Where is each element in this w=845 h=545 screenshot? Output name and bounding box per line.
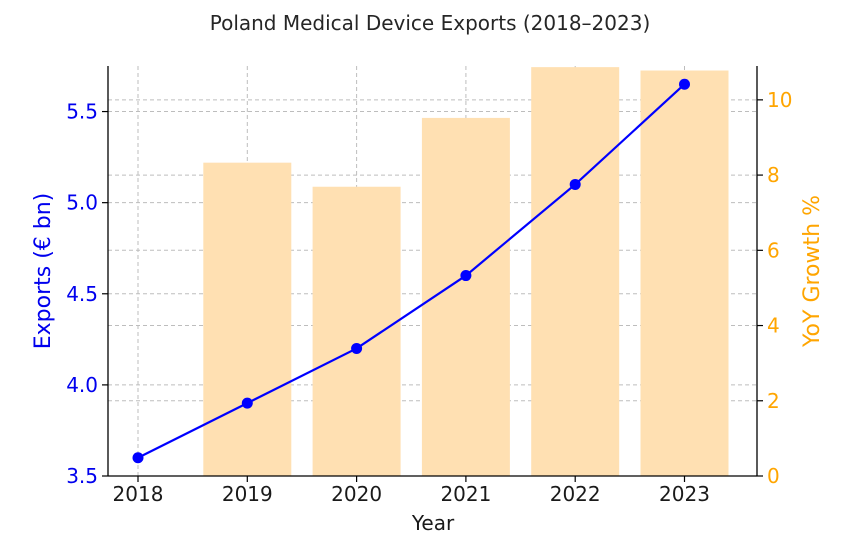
x-tick-label: 2018 xyxy=(113,482,164,506)
y-left-tick-label: 5.5 xyxy=(66,100,98,124)
x-axis-label: Year xyxy=(411,511,455,535)
bar xyxy=(421,117,510,476)
line-point xyxy=(679,78,690,90)
axes xyxy=(107,66,758,477)
bar-series xyxy=(203,67,729,477)
bar xyxy=(312,186,401,477)
bar xyxy=(640,70,729,476)
y-left-tick-label: 4.5 xyxy=(66,282,98,306)
y-right-tick-label: 10 xyxy=(767,88,792,112)
tick-labels: 2018 2019 2020 2021 2022 2023 3.5 4.0 4.5 5.0 5.5 0… xyxy=(66,88,792,506)
y-left-tick-label: 5.0 xyxy=(66,191,98,215)
y-right-axis-label: YoY Growth % xyxy=(800,195,825,348)
x-tick-label: 2022 xyxy=(550,482,601,506)
series-line xyxy=(137,83,686,459)
x-tick-label: 2019 xyxy=(222,482,273,506)
line-point xyxy=(569,178,581,190)
line-point xyxy=(460,270,472,282)
y-right-tick-label: 4 xyxy=(767,314,780,338)
y-left-tick-label: 3.5 xyxy=(66,464,98,488)
y-right-tick-label: 0 xyxy=(767,464,780,488)
line-point xyxy=(132,452,144,464)
line-series xyxy=(132,78,690,464)
y-left-axis-label: Exports (€ bn) xyxy=(31,193,56,350)
y-right-tick-label: 2 xyxy=(767,389,780,413)
y-right-tick-label: 8 xyxy=(767,163,780,187)
chart-title: Poland Medical Device Exports (2018–2023… xyxy=(210,11,651,35)
x-tick-label: 2020 xyxy=(331,482,382,506)
x-tick-label: 2023 xyxy=(659,482,710,506)
line-point xyxy=(351,342,363,354)
y-left-tick-label: 4.0 xyxy=(66,373,98,397)
x-tick-label: 2021 xyxy=(440,482,491,506)
y-right-tick-label: 6 xyxy=(767,238,780,262)
line-point xyxy=(241,397,253,409)
bar xyxy=(203,162,292,476)
bar xyxy=(531,67,620,476)
